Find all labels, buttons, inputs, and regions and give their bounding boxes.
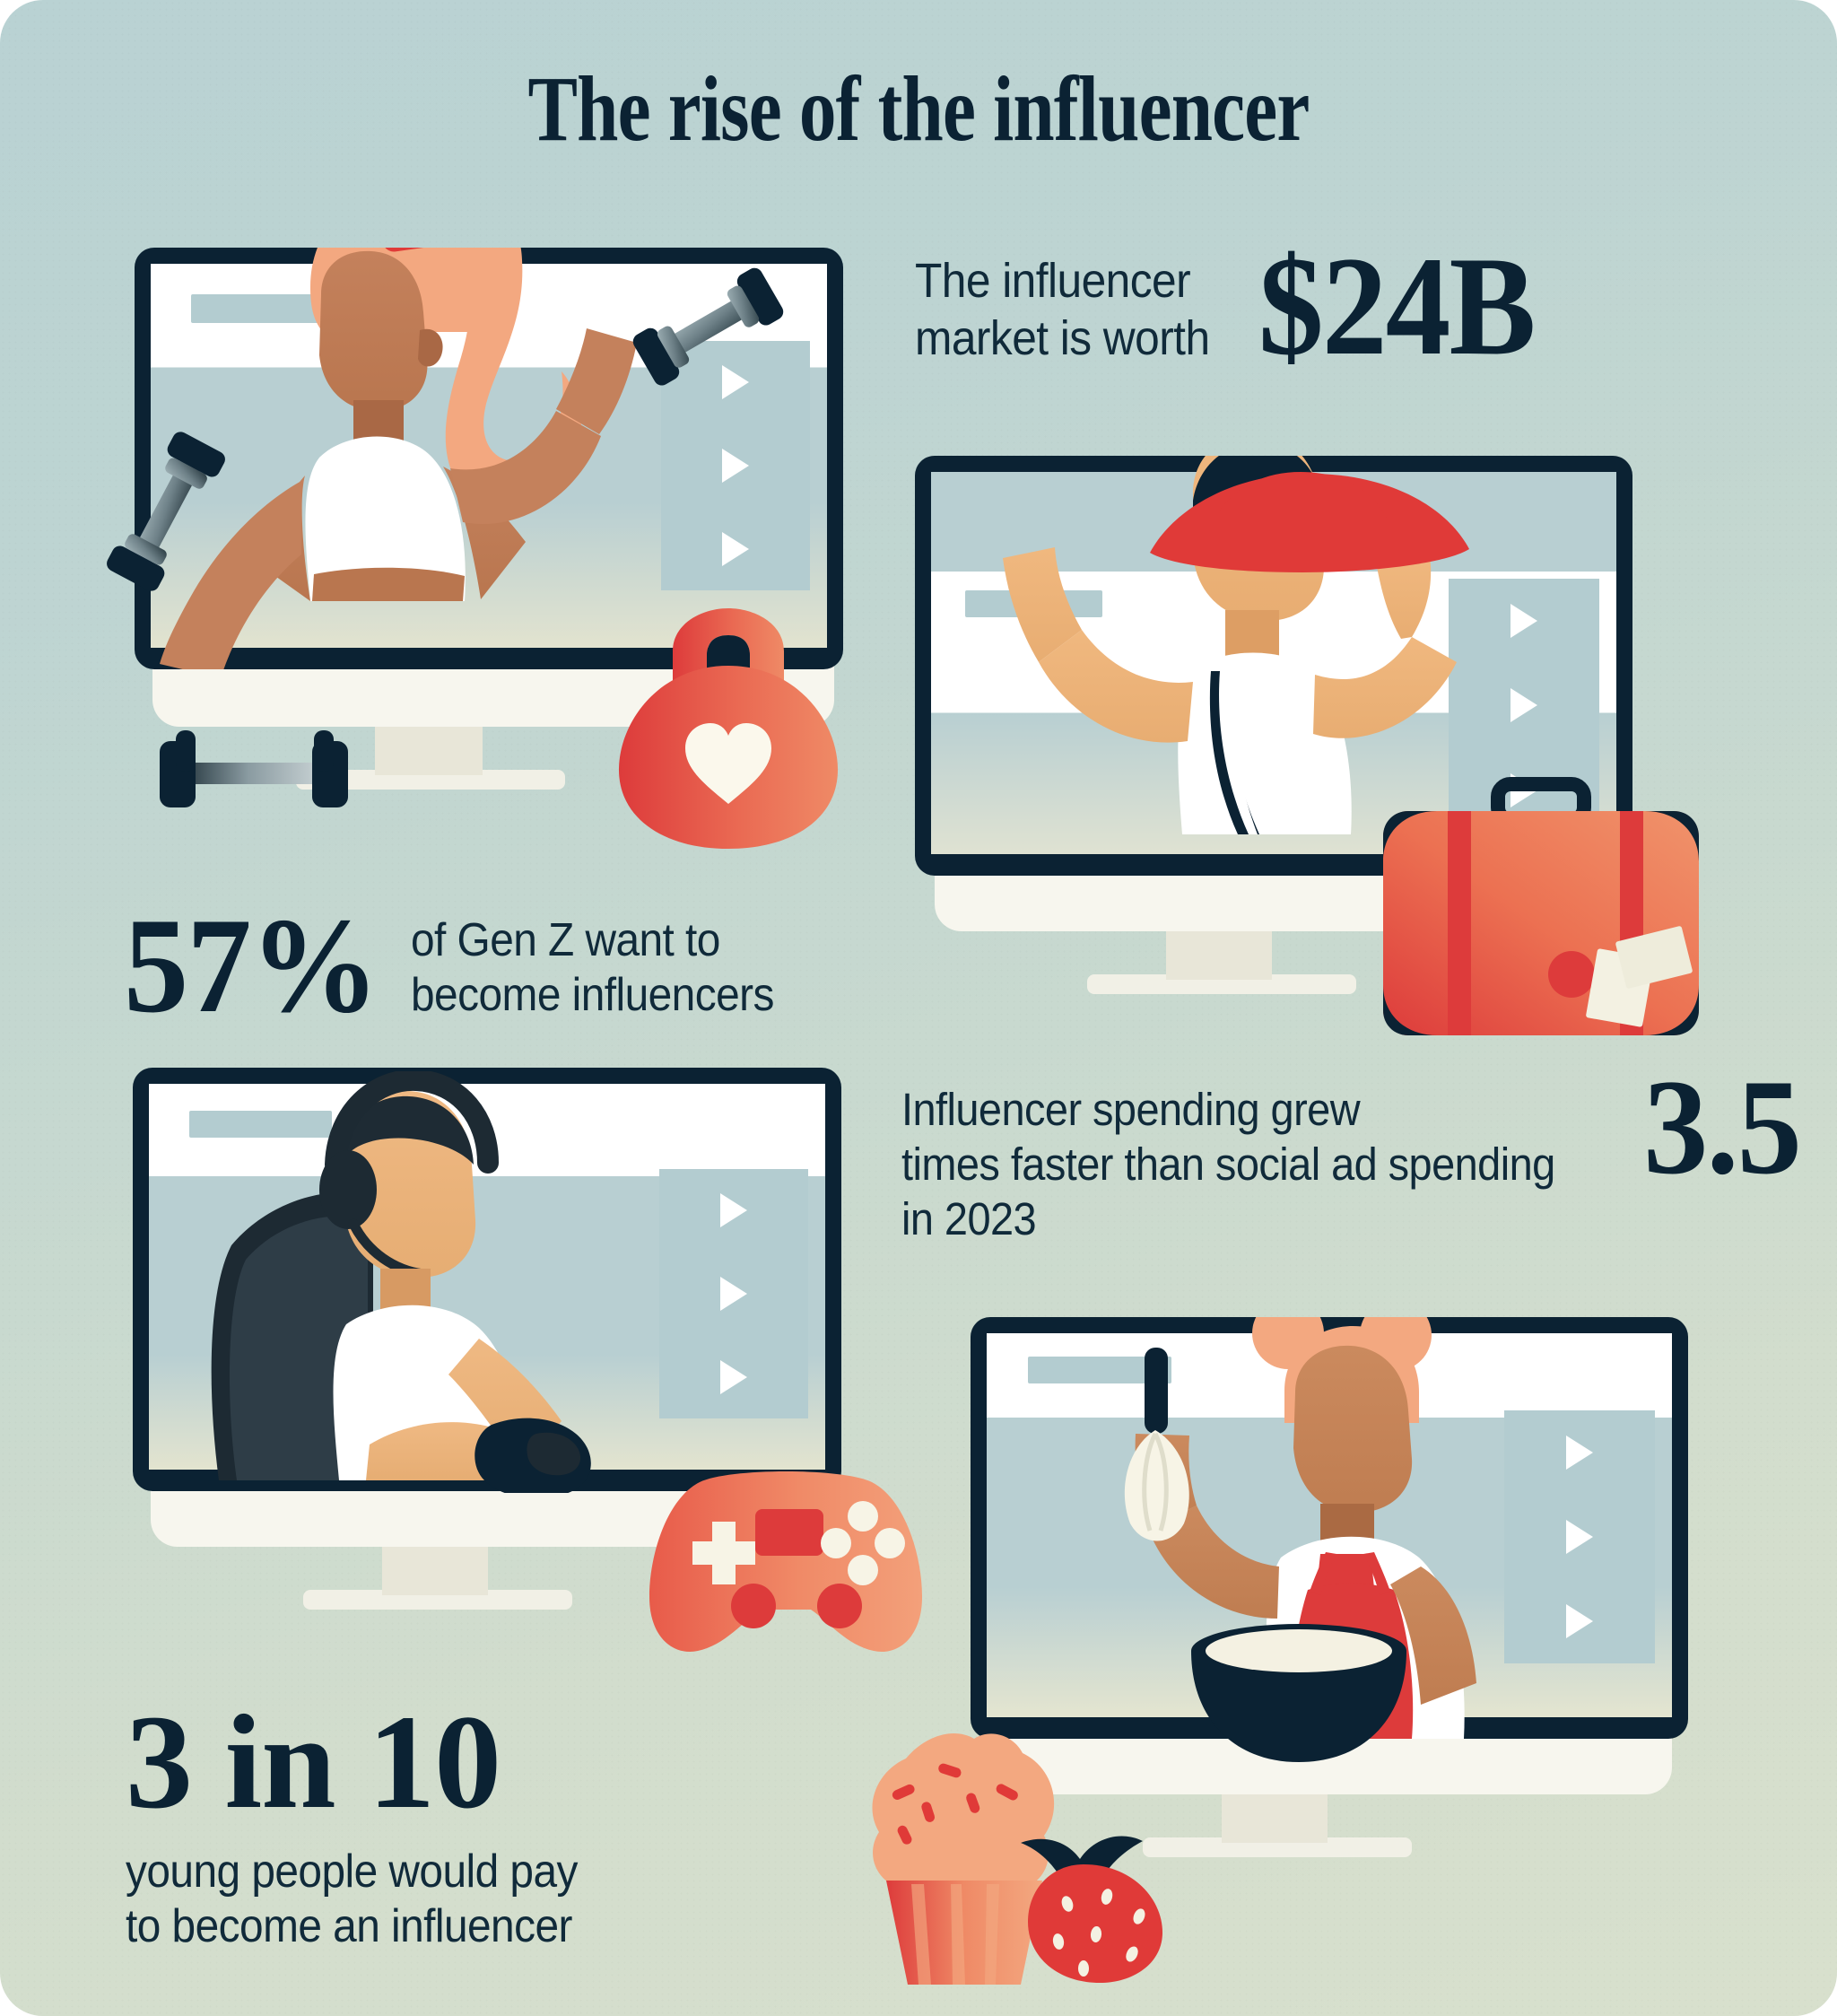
gaming-influencer-figure [211, 1071, 591, 1493]
monitor-base-cooking [1143, 1837, 1412, 1857]
play-icon [722, 365, 750, 400]
video-thumbnail[interactable] [1503, 1578, 1655, 1663]
kettlebell-icon [619, 608, 838, 849]
stat-influencer-spending-growth: 3.5 Influencer spending grew times faste… [901, 1059, 1807, 1247]
game-controller-icon [649, 1471, 922, 1652]
suitcase-icon [1383, 777, 1699, 1035]
stat-number: 3 in 10 [126, 1688, 501, 1837]
dumbbell-icon-floor [160, 730, 348, 807]
stat-number: $24B [1258, 228, 1536, 385]
monitor-base-fitness [296, 770, 565, 790]
stat-caption: Influencer spending grew times faster th… [901, 1084, 1555, 1245]
strawberry-icon [1021, 1836, 1162, 1983]
stat-genz-want-influencer: 57% of Gen Z want to become influencers [124, 890, 949, 1041]
video-thumbnail[interactable] [1448, 579, 1599, 664]
video-thumbnail[interactable] [661, 423, 811, 508]
dumbbell-icon-top [632, 267, 784, 386]
cupcake-icon [872, 1733, 1055, 1985]
video-thumbnail[interactable] [661, 507, 811, 591]
monitor-base-gaming [303, 1590, 572, 1610]
stat-caption: The influencer market is worth [915, 254, 1210, 365]
monitor-neck-fitness [375, 723, 483, 775]
video-thumbnail[interactable] [659, 1335, 809, 1419]
ui-tab-chip [189, 1111, 332, 1139]
video-thumbnail[interactable] [1503, 1494, 1655, 1579]
play-icon [1565, 1519, 1593, 1554]
monitor-neck-travel [1166, 928, 1272, 980]
play-icon [1565, 1603, 1593, 1638]
play-icon [720, 1193, 748, 1228]
stat-young-people-would-pay: 3 in 10 young people would pay to become… [126, 1688, 861, 1954]
stat-caption: of Gen Z want to become influencers [411, 914, 774, 1021]
play-icon [720, 1276, 748, 1311]
stat-number: 3.5 [1643, 1052, 1802, 1202]
video-thumbnail[interactable] [1448, 663, 1599, 748]
video-thumbnail[interactable] [659, 1252, 809, 1336]
travel-influencer-figure [1003, 456, 1469, 834]
play-icon [722, 531, 750, 566]
play-icon [720, 1359, 748, 1394]
video-thumbnail-column [1503, 1409, 1655, 1663]
play-icon [1565, 1435, 1593, 1470]
stat-influencer-market-value: The influencer market is worth $24B [915, 228, 1776, 385]
video-thumbnail-column [659, 1168, 809, 1419]
stat-caption: young people would pay to become an infl… [126, 1846, 578, 1952]
stat-number: 57% [124, 890, 379, 1041]
video-thumbnail[interactable] [1503, 1409, 1655, 1495]
monitor-base-travel [1087, 974, 1356, 994]
whisk-icon [1124, 1348, 1189, 1541]
fitness-influencer-figure [160, 248, 637, 669]
play-icon [722, 448, 750, 483]
play-icon [1510, 604, 1537, 639]
monitor-neck-gaming [382, 1543, 488, 1595]
mixing-bowl-icon [1191, 1624, 1406, 1762]
play-icon [1510, 688, 1537, 723]
video-thumbnail[interactable] [659, 1168, 809, 1252]
monitor-neck-cooking [1222, 1791, 1328, 1843]
page-title: The rise of the influencer [527, 57, 1310, 161]
dumbbell-icon-left [107, 432, 225, 591]
